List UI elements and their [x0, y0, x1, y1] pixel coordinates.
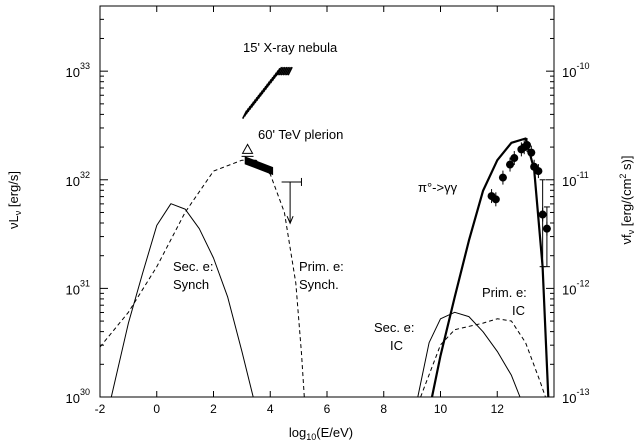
series-curve: [430, 137, 550, 397]
axis-ticks: -2 0 2 4 6 8 10 12 1030 10-13 1031 10-12 1032 10-11 10…: [66, 6, 589, 416]
xray-band-hatch: [278, 66, 285, 76]
y-tick-label-left: 1030: [66, 387, 90, 406]
tev-plerion-label: 60' TeV plerion: [258, 127, 343, 142]
x-tick-label: 12: [491, 402, 505, 416]
x-tick-label: 0: [153, 402, 160, 416]
triangle-marker: [241, 143, 254, 154]
y-axis-title-right: νfν [erg/(cm2 s)]: [618, 156, 636, 245]
sec-ic-label-line1: Sec. e:: [374, 320, 414, 335]
prim-synch-label-line2: Synch.: [299, 277, 339, 292]
series-curve: [417, 311, 521, 397]
data-marks: [241, 66, 551, 268]
y-tick-label-left: 1033: [66, 61, 90, 80]
data-point: [498, 173, 507, 182]
data-point: [534, 167, 543, 176]
prim-ic-label-line2: IC: [512, 303, 525, 318]
y-tick-label-right: 10-10: [562, 61, 589, 80]
prim-ic-label-line1: Prim. e:: [482, 285, 527, 300]
data-point: [506, 160, 515, 169]
xray-band-hatch: [285, 66, 292, 76]
xray-band-hatch: [287, 66, 293, 76]
xray-band-hatch: [275, 67, 281, 77]
series-curve: [110, 203, 254, 397]
xray-band-hatch: [283, 66, 290, 76]
y-axis-title-left: νLν [erg/s]: [6, 171, 23, 229]
data-point: [491, 195, 500, 204]
plot-frame: [99, 5, 555, 398]
x-tick-label: 10: [434, 402, 448, 416]
tev-band: [244, 156, 274, 176]
data-point: [510, 154, 519, 163]
y-tick-label-left: 1032: [66, 170, 90, 189]
pion-decay-label: π°->γγ: [418, 180, 458, 195]
xray-band-hatch: [282, 66, 288, 76]
annotations: 15' X-ray nebula 60' TeV plerion Sec. e:…: [173, 40, 527, 353]
y-tick-label-right: 10-13: [562, 387, 589, 406]
data-point: [523, 141, 532, 150]
y-tick-label-right: 10-12: [562, 278, 589, 297]
data-point: [527, 148, 536, 157]
x-tick-label: 6: [324, 402, 331, 416]
y-tick-label-left: 1031: [66, 278, 90, 297]
x-tick-label: 4: [267, 402, 274, 416]
x-tick-label: -2: [95, 402, 106, 416]
sec-synch-label-line2: Synch: [173, 277, 209, 292]
xray-band-hatch: [280, 66, 286, 76]
sec-ic-label-line2: IC: [390, 338, 403, 353]
y-tick-label-right: 10-11: [562, 170, 589, 189]
xray-band-hatch: [276, 66, 283, 76]
sec-synch-label-line1: Sec. e:: [173, 259, 213, 274]
x-tick-label: 8: [380, 402, 387, 416]
x-tick-label: 2: [210, 402, 217, 416]
x-axis-title: log10(E/eV): [289, 425, 353, 442]
xray-nebula-label: 15' X-ray nebula: [243, 40, 338, 55]
upper-limit-arrowhead: [286, 216, 294, 225]
series-curve: [420, 318, 546, 397]
prim-synch-label-line1: Prim. e:: [299, 259, 344, 274]
